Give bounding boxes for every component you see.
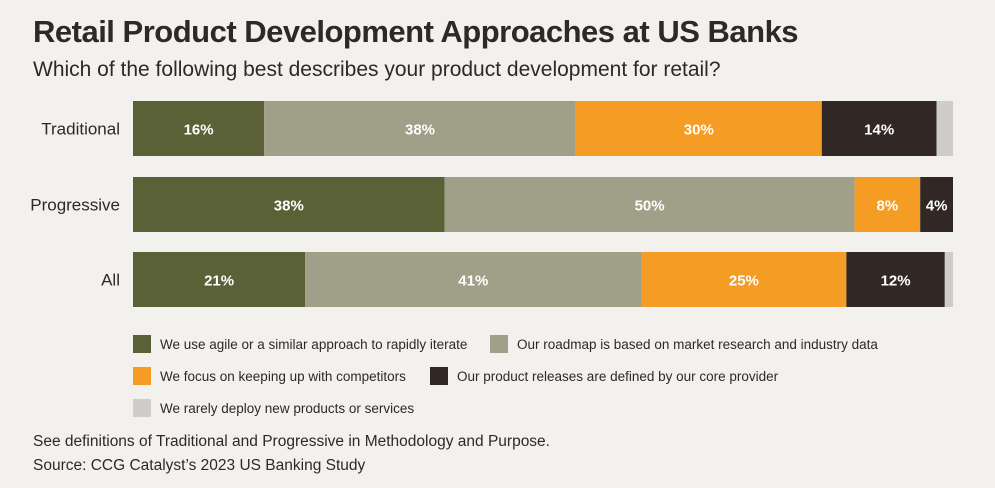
bar-segment-traditional-0 — [133, 101, 265, 156]
bar-segment-traditional-1 — [264, 101, 576, 156]
data-label-traditional-1: 38% — [405, 122, 435, 139]
bar-segment-progressive-1 — [444, 177, 855, 232]
data-label-all-2: 25% — [729, 273, 759, 290]
data-label-traditional-2: 30% — [684, 122, 714, 139]
data-label-progressive-3: 4% — [926, 198, 948, 215]
stacked-bar-chart: Traditional 16% 38% 30% 14% Progressive 38% 50%… — [30, 101, 953, 307]
bar-segment-all-1 — [305, 252, 642, 307]
data-label-progressive-0: 38% — [274, 198, 304, 215]
data-label-all-0: 21% — [204, 273, 234, 290]
bar-segment-all-3 — [846, 252, 945, 307]
legend-item-competitors: We focus on keeping up with competitors — [133, 367, 406, 385]
legend-item-roadmap: Our roadmap is based on market research … — [490, 335, 878, 353]
legend-swatch-competitors — [133, 367, 151, 385]
bar-segment-all-2 — [641, 252, 847, 307]
legend-label-roadmap: Our roadmap is based on market research … — [517, 336, 878, 352]
footnote-source: Source: CCG Catalyst’s 2023 US Banking S… — [33, 457, 366, 474]
bar-segment-all-0 — [133, 252, 306, 307]
footnote-definitions: See definitions of Traditional and Progr… — [33, 433, 550, 450]
data-label-traditional-0: 16% — [184, 122, 214, 139]
legend-swatch-roadmap — [490, 335, 508, 353]
category-label-traditional: Traditional — [41, 120, 120, 139]
bar-segment-progressive-3 — [920, 177, 953, 232]
legend-swatch-agile — [133, 335, 151, 353]
legend-label-core-provider: Our product releases are defined by our … — [457, 368, 779, 384]
legend-item-agile: We use agile or a similar approach to ra… — [133, 335, 467, 353]
legend-swatch-core-provider — [430, 367, 448, 385]
category-label-all: All — [101, 271, 120, 290]
bar-segment-all-4 — [944, 252, 953, 307]
data-label-traditional-3: 14% — [864, 122, 894, 139]
data-label-all-3: 12% — [881, 273, 911, 290]
data-label-all-1: 41% — [458, 273, 488, 290]
legend-label-rarely-deploy: We rarely deploy new products or service… — [160, 400, 415, 416]
bar-segment-traditional-4 — [936, 101, 953, 156]
category-label-progressive: Progressive — [30, 196, 120, 215]
legend-item-rarely-deploy: We rarely deploy new products or service… — [133, 399, 414, 417]
chart-subtitle: Which of the following best describes yo… — [33, 58, 721, 81]
bar-segment-progressive-2 — [854, 177, 921, 232]
legend-label-competitors: We focus on keeping up with competitors — [160, 368, 406, 384]
bar-segment-traditional-2 — [575, 101, 822, 156]
data-label-progressive-1: 50% — [635, 198, 665, 215]
legend-swatch-rarely-deploy — [133, 399, 151, 417]
legend-item-core-provider: Our product releases are defined by our … — [430, 367, 778, 385]
bar-segment-traditional-3 — [821, 101, 937, 156]
chart-title: Retail Product Development Approaches at… — [33, 14, 799, 49]
bar-segment-progressive-0 — [133, 177, 445, 232]
data-label-progressive-2: 8% — [877, 198, 899, 215]
legend-label-agile: We use agile or a similar approach to ra… — [160, 336, 468, 352]
